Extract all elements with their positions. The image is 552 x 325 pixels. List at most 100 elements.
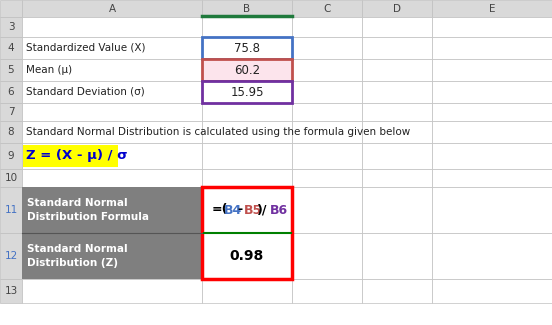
Text: B6: B6 — [270, 203, 288, 216]
Text: Mean (μ): Mean (μ) — [26, 65, 72, 75]
Bar — [432, 0, 552, 17]
Bar — [0, 169, 22, 187]
Bar — [362, 37, 432, 59]
Text: Z = (X - μ) / σ: Z = (X - μ) / σ — [26, 150, 128, 162]
Text: D: D — [393, 4, 401, 14]
Bar — [292, 37, 362, 59]
Bar — [202, 59, 292, 81]
Bar — [202, 187, 292, 279]
Bar — [0, 0, 22, 17]
Bar — [432, 103, 552, 121]
Bar — [292, 187, 362, 233]
Bar — [362, 121, 432, 143]
Bar — [432, 17, 552, 37]
Text: B5: B5 — [244, 203, 262, 216]
Bar — [22, 121, 202, 143]
Text: 5: 5 — [8, 65, 14, 75]
Bar — [22, 187, 202, 233]
Bar — [22, 279, 202, 303]
Text: 9: 9 — [8, 151, 14, 161]
Bar — [362, 0, 432, 17]
Bar — [362, 143, 432, 169]
Text: 12: 12 — [4, 251, 18, 261]
Bar — [292, 233, 362, 279]
Bar — [0, 121, 22, 143]
Bar — [292, 81, 362, 103]
Text: 6: 6 — [8, 87, 14, 97]
Bar — [202, 17, 292, 37]
Bar — [432, 279, 552, 303]
Bar — [432, 233, 552, 279]
Bar — [202, 103, 292, 121]
Bar — [22, 143, 202, 169]
Bar — [432, 169, 552, 187]
Bar — [432, 143, 552, 169]
Bar — [0, 37, 22, 59]
Bar — [362, 59, 432, 81]
Bar — [362, 187, 432, 233]
Bar — [0, 81, 22, 103]
Bar — [0, 233, 22, 279]
Text: E: E — [489, 4, 495, 14]
Bar — [0, 187, 22, 233]
Bar — [22, 81, 202, 103]
Bar — [0, 103, 22, 121]
Bar — [432, 37, 552, 59]
Bar — [202, 37, 292, 59]
Bar — [362, 233, 432, 279]
Bar — [22, 103, 202, 121]
Bar — [362, 81, 432, 103]
Bar — [23, 145, 118, 167]
Bar — [22, 233, 202, 279]
Text: -: - — [237, 203, 242, 216]
Bar — [22, 169, 202, 187]
Bar — [202, 187, 292, 233]
Text: 7: 7 — [8, 107, 14, 117]
Bar — [202, 279, 292, 303]
Text: Standard Normal
Distribution Formula: Standard Normal Distribution Formula — [27, 198, 149, 222]
Text: 60.2: 60.2 — [234, 63, 260, 76]
Text: 10: 10 — [4, 173, 18, 183]
Bar — [202, 143, 292, 169]
Text: 4: 4 — [8, 43, 14, 53]
Text: =(: =( — [211, 203, 228, 216]
Bar — [432, 81, 552, 103]
Bar — [292, 143, 362, 169]
Text: 15.95: 15.95 — [230, 85, 264, 98]
Text: B4: B4 — [224, 203, 242, 216]
Text: 0.98: 0.98 — [230, 249, 264, 263]
Bar — [362, 169, 432, 187]
Bar — [202, 81, 292, 103]
Bar — [0, 17, 22, 37]
Bar — [292, 279, 362, 303]
Bar — [292, 0, 362, 17]
Text: 8: 8 — [8, 127, 14, 137]
Bar — [292, 169, 362, 187]
Bar — [22, 187, 202, 279]
Text: Standard Normal Distribution is calculated using the formula given below: Standard Normal Distribution is calculat… — [26, 127, 410, 137]
Text: Standard Deviation (σ): Standard Deviation (σ) — [26, 87, 145, 97]
Bar — [432, 187, 552, 233]
Text: A: A — [108, 4, 115, 14]
Bar — [202, 59, 292, 81]
Bar — [22, 17, 202, 37]
Text: Standard Normal
Distribution (Z): Standard Normal Distribution (Z) — [27, 244, 128, 268]
Bar — [22, 37, 202, 59]
Bar — [292, 17, 362, 37]
Bar — [432, 59, 552, 81]
Bar — [362, 103, 432, 121]
Text: 75.8: 75.8 — [234, 42, 260, 55]
Bar — [202, 81, 292, 103]
Bar — [0, 59, 22, 81]
Bar — [202, 121, 292, 143]
Text: Standardized Value (X): Standardized Value (X) — [26, 43, 146, 53]
Text: )/: )/ — [257, 203, 267, 216]
Bar — [0, 143, 22, 169]
Bar — [22, 0, 202, 17]
Text: 11: 11 — [4, 205, 18, 215]
Bar — [292, 103, 362, 121]
Bar — [202, 37, 292, 59]
Bar — [292, 59, 362, 81]
Text: 3: 3 — [8, 22, 14, 32]
Bar — [202, 169, 292, 187]
